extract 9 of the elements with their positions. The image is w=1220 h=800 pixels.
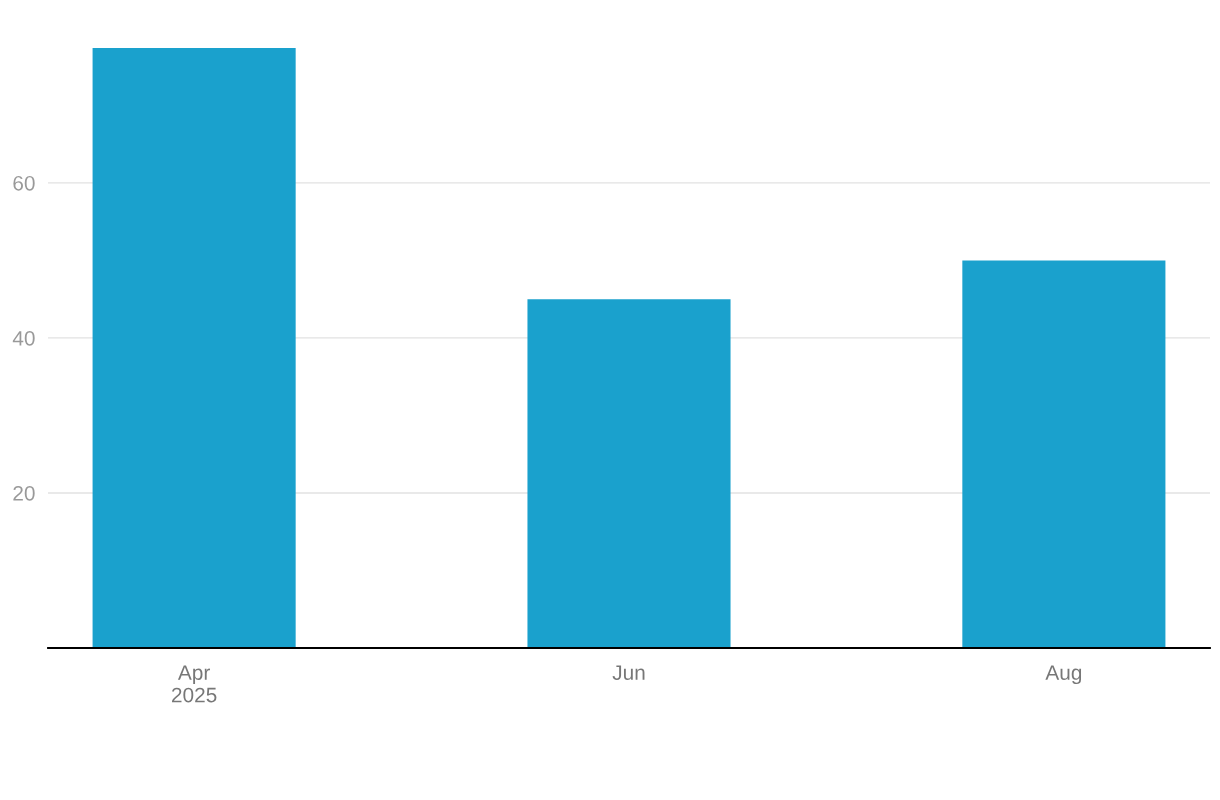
x-tick-label: Apr 2025 (172, 665, 217, 703)
x-tick-label: Jun (612, 665, 645, 680)
x-tick-label: Aug (1045, 665, 1082, 685)
y-tick-label: 60 (13, 175, 35, 191)
bar (527, 299, 731, 648)
bar (962, 260, 1166, 648)
y-tick-label: 40 (12, 330, 35, 346)
y-tick-label: 20 (13, 485, 35, 501)
bar (92, 48, 296, 648)
